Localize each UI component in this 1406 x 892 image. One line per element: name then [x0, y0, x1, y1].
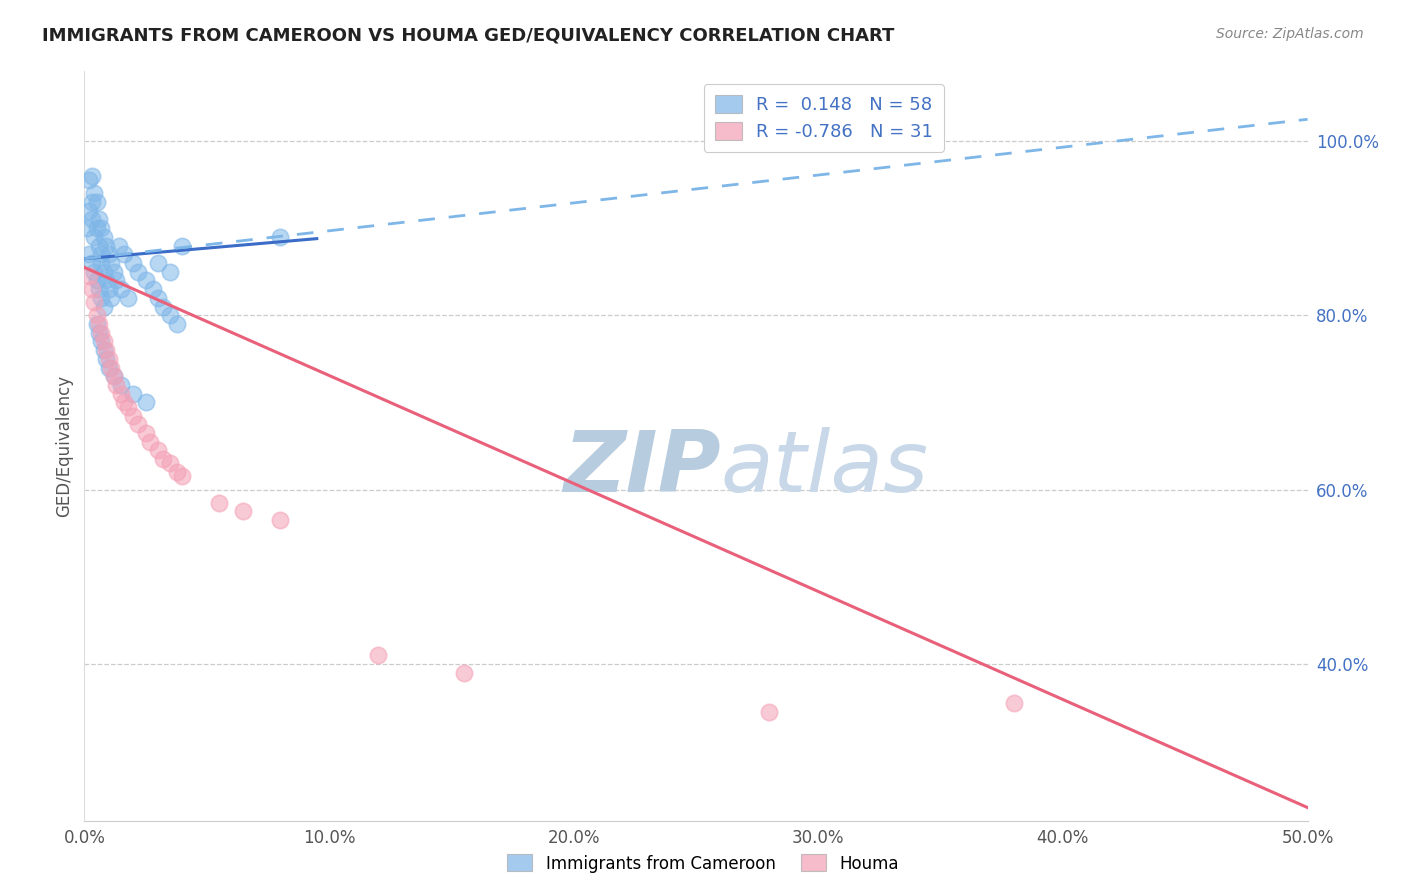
Point [90, 326, 112, 340]
Point [77, 203, 100, 218]
Point [93, 230, 115, 244]
Point [77, 173, 100, 187]
Point [159, 308, 181, 322]
Point [758, 705, 780, 719]
Point [77, 269, 100, 284]
Point [86, 273, 108, 287]
Point [367, 648, 389, 662]
Point [269, 513, 291, 527]
Point [159, 457, 181, 471]
Point [110, 282, 132, 296]
Point [87, 317, 110, 331]
Point [127, 417, 149, 432]
Point [76, 221, 98, 235]
Point [122, 386, 145, 401]
Point [269, 230, 291, 244]
Point [146, 256, 169, 270]
Point [90, 334, 112, 349]
Point [97, 360, 120, 375]
Text: ZIP: ZIP [562, 427, 720, 510]
Point [127, 265, 149, 279]
Point [105, 378, 128, 392]
Point [110, 378, 132, 392]
Point [105, 273, 128, 287]
Point [83, 265, 105, 279]
Point [96, 238, 118, 252]
Point [139, 434, 162, 449]
Point [87, 238, 110, 252]
Point [96, 351, 118, 366]
Point [172, 469, 194, 483]
Point [87, 212, 110, 227]
Point [80, 212, 103, 227]
Point [112, 247, 135, 261]
Point [112, 395, 135, 409]
Point [93, 300, 115, 314]
Point [93, 334, 115, 349]
Point [90, 256, 112, 270]
Point [232, 504, 254, 518]
Point [83, 295, 105, 310]
Y-axis label: GED/Equivalency: GED/Equivalency [55, 375, 73, 517]
Point [83, 186, 105, 201]
Point [80, 169, 103, 183]
Point [100, 291, 122, 305]
Point [103, 265, 125, 279]
Point [122, 409, 145, 423]
Text: Source: ZipAtlas.com: Source: ZipAtlas.com [1216, 27, 1364, 41]
Point [100, 256, 122, 270]
Point [97, 282, 120, 296]
Point [135, 395, 157, 409]
Point [166, 465, 188, 479]
Point [80, 256, 103, 270]
Point [87, 326, 110, 340]
Point [93, 265, 115, 279]
Point [1002, 696, 1025, 710]
Point [97, 247, 120, 261]
Point [122, 256, 145, 270]
Point [103, 369, 125, 384]
Point [93, 343, 115, 358]
Point [80, 195, 103, 210]
Point [166, 317, 188, 331]
Point [86, 221, 108, 235]
Point [135, 273, 157, 287]
Point [453, 665, 475, 680]
Text: IMMIGRANTS FROM CAMEROON VS HOUMA GED/EQUIVALENCY CORRELATION CHART: IMMIGRANTS FROM CAMEROON VS HOUMA GED/EQ… [42, 27, 894, 45]
Point [103, 369, 125, 384]
Point [77, 247, 100, 261]
Point [80, 282, 103, 296]
Point [107, 238, 129, 252]
Point [97, 351, 120, 366]
Point [135, 425, 157, 440]
Point [90, 221, 112, 235]
Point [90, 247, 112, 261]
Point [146, 291, 169, 305]
Point [86, 195, 108, 210]
Text: atlas: atlas [720, 427, 928, 510]
Point [110, 386, 132, 401]
Point [96, 343, 118, 358]
Point [90, 291, 112, 305]
Point [208, 495, 231, 509]
Point [172, 238, 194, 252]
Point [100, 360, 122, 375]
Point [86, 308, 108, 322]
Point [117, 291, 139, 305]
Point [86, 317, 108, 331]
Point [83, 230, 105, 244]
Point [152, 452, 174, 467]
Legend: Immigrants from Cameroon, Houma: Immigrants from Cameroon, Houma [501, 847, 905, 880]
Point [142, 282, 165, 296]
Point [152, 300, 174, 314]
Point [159, 265, 181, 279]
Point [117, 400, 139, 414]
Point [146, 443, 169, 458]
Point [87, 282, 110, 296]
Legend: R =  0.148   N = 58, R = -0.786   N = 31: R = 0.148 N = 58, R = -0.786 N = 31 [704, 84, 943, 152]
Point [96, 273, 118, 287]
